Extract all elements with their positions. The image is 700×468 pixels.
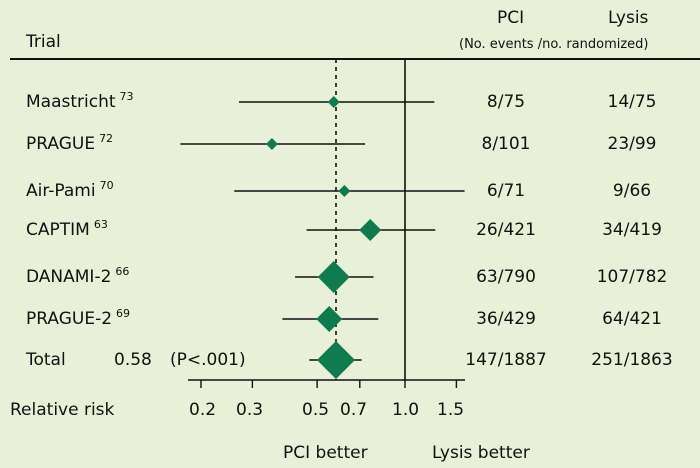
trial-label-air-pami: Air-Pami 70 (26, 179, 114, 201)
lysis-better-label: Lysis better (432, 443, 530, 463)
effect-marker (317, 261, 350, 293)
trial-label-prague-2: PRAGUE-2 69 (26, 307, 131, 329)
effect-marker (265, 138, 278, 150)
pci-value: 63/790 (476, 267, 536, 287)
lysis-value: 107/782 (596, 267, 668, 287)
x-tick-label: 1.5 (437, 400, 465, 420)
columns-note: (No. events /no. randomized) (459, 37, 649, 52)
effect-marker (338, 185, 351, 197)
lysis-value: 64/421 (602, 309, 662, 329)
lysis-value: 34/419 (602, 220, 662, 240)
pci-column-header: PCI (497, 8, 525, 28)
trial-label-maastricht: Maastricht 73 (26, 90, 134, 112)
x-tick-label: 1.0 (392, 400, 420, 420)
total-label: Total (26, 350, 66, 370)
pci-value: 8/101 (481, 134, 531, 154)
effect-marker (316, 341, 355, 379)
axis-label: Relative risk (10, 400, 115, 420)
pci-value: 6/71 (486, 181, 526, 201)
x-tick-label: 0.2 (189, 400, 217, 420)
lysis-value: 9/66 (612, 181, 652, 201)
total-p-value: (P<.001) (170, 350, 246, 370)
trial-label-captim: CAPTIM 63 (26, 218, 108, 240)
pci-value: 8/75 (486, 92, 526, 112)
trial-column-header: Trial (26, 32, 61, 52)
x-tick-label: 0.3 (236, 400, 264, 420)
pci-value: 26/421 (476, 220, 536, 240)
lysis-value: 23/99 (607, 134, 657, 154)
effect-marker (359, 219, 382, 241)
lysis-column-header: Lysis (608, 8, 649, 28)
pci-value: 36/429 (476, 309, 536, 329)
pci-better-label: PCI better (283, 443, 368, 463)
lysis-value-total: 251/1863 (591, 350, 673, 370)
trial-label-prague: PRAGUE 72 (26, 132, 114, 154)
total-relative-risk: 0.58 (114, 350, 152, 370)
effect-marker (316, 306, 343, 332)
x-tick-label: 0.7 (340, 400, 368, 420)
effect-marker (327, 96, 340, 108)
lysis-value: 14/75 (607, 92, 657, 112)
pci-value-total: 147/1887 (465, 350, 547, 370)
trial-label-danami-2: DANAMI-2 66 (26, 265, 130, 287)
x-tick-label: 0.5 (302, 400, 330, 420)
